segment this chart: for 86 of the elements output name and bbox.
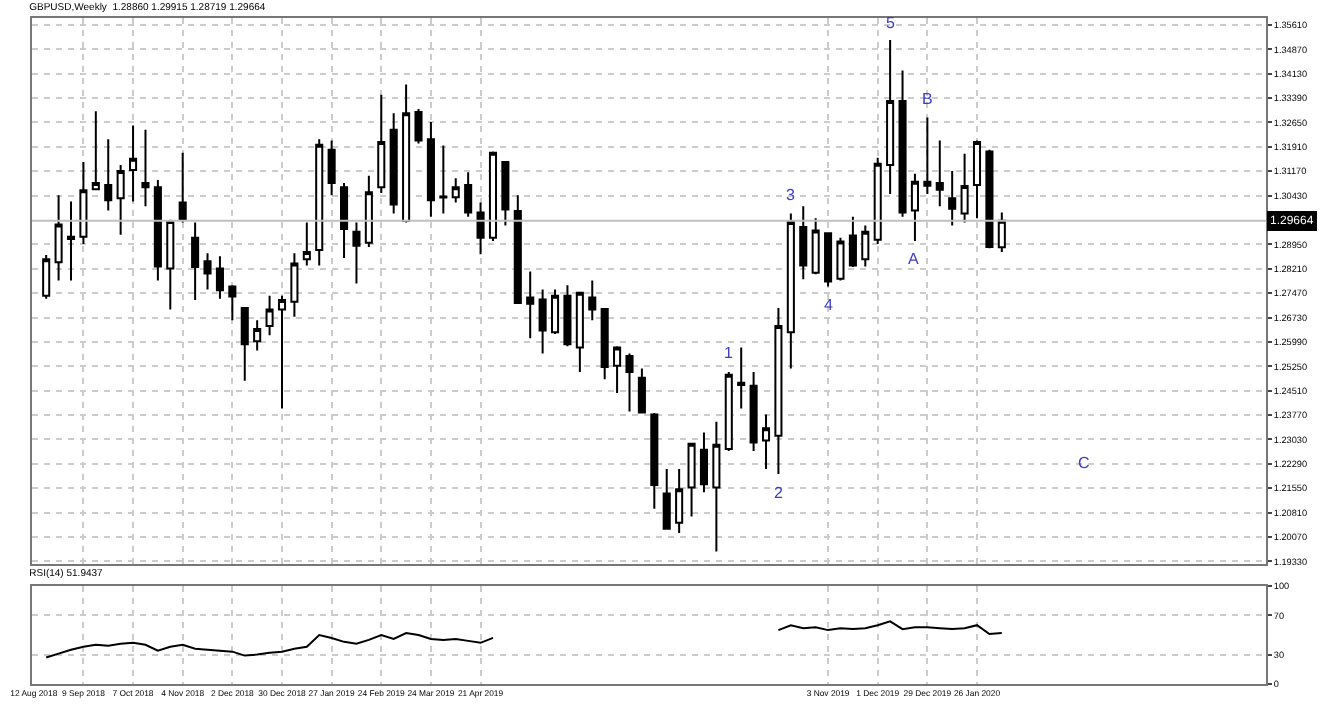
candlestick bbox=[811, 217, 820, 276]
candlestick bbox=[526, 270, 535, 340]
candlestick bbox=[265, 294, 274, 337]
candlestick bbox=[836, 236, 845, 282]
candlestick bbox=[439, 144, 448, 215]
candlestick bbox=[948, 169, 957, 227]
candlestick bbox=[662, 468, 671, 530]
candlestick bbox=[675, 468, 684, 535]
annotation: 2 bbox=[774, 484, 784, 502]
candlestick bbox=[513, 194, 522, 305]
candlestick bbox=[898, 69, 907, 218]
candlestick bbox=[600, 307, 609, 381]
candlestick bbox=[178, 151, 187, 224]
annotation: 3 bbox=[786, 186, 796, 204]
candlestick bbox=[66, 200, 76, 282]
candlestick bbox=[129, 124, 138, 203]
annotation: 5 bbox=[886, 14, 896, 32]
annotation: 1 bbox=[724, 344, 734, 362]
candlestick bbox=[538, 288, 547, 355]
candlestick bbox=[712, 420, 721, 553]
candlestick bbox=[240, 306, 249, 382]
candlestick bbox=[104, 138, 113, 212]
candlestick bbox=[724, 370, 733, 452]
candlestick bbox=[426, 121, 435, 218]
candlestick bbox=[302, 221, 311, 267]
candlestick bbox=[476, 201, 485, 256]
candlestick bbox=[960, 152, 969, 224]
candlestick bbox=[54, 194, 63, 282]
candlestick bbox=[215, 255, 224, 300]
candlestick bbox=[488, 150, 498, 243]
candlestick bbox=[774, 306, 783, 476]
candlestick bbox=[786, 212, 795, 370]
candlestick bbox=[861, 224, 870, 268]
annotation: B bbox=[922, 90, 933, 108]
candlestick bbox=[501, 161, 510, 227]
candlestick bbox=[464, 171, 473, 218]
candlestick bbox=[799, 205, 808, 281]
candlestick bbox=[364, 174, 373, 249]
candlestick bbox=[873, 156, 882, 246]
candlestick bbox=[588, 279, 597, 322]
candlestick bbox=[551, 288, 560, 335]
candlestick bbox=[191, 221, 200, 302]
candlestick bbox=[253, 319, 262, 352]
candlestick bbox=[277, 294, 287, 410]
candlestick bbox=[451, 177, 460, 204]
candlestick bbox=[997, 211, 1006, 253]
annotation: A bbox=[908, 250, 920, 268]
candlestick bbox=[737, 346, 746, 410]
candlestick bbox=[848, 215, 857, 269]
candlestick bbox=[923, 116, 932, 195]
candlestick bbox=[575, 291, 584, 373]
candlestick bbox=[935, 139, 944, 208]
candlestick bbox=[972, 139, 982, 220]
candlestick bbox=[42, 253, 51, 300]
candlestick bbox=[141, 128, 150, 208]
candlestick bbox=[153, 179, 162, 282]
candlestick bbox=[886, 39, 895, 195]
annotation: 4 bbox=[824, 296, 834, 314]
candlestick bbox=[377, 93, 386, 194]
candlestick bbox=[761, 413, 771, 471]
candlestick bbox=[91, 110, 100, 192]
candlestick bbox=[625, 352, 634, 413]
candlestick bbox=[414, 107, 423, 145]
candlestick bbox=[613, 345, 622, 394]
candlestick bbox=[315, 138, 324, 267]
candlestick bbox=[203, 252, 212, 291]
candlestick bbox=[637, 367, 646, 415]
candlestick bbox=[327, 139, 336, 197]
candlestick bbox=[985, 148, 994, 250]
candlestick bbox=[340, 182, 349, 259]
candlestick bbox=[749, 370, 758, 452]
candlestick bbox=[910, 172, 919, 243]
candlestick bbox=[290, 252, 299, 318]
candlestick bbox=[389, 112, 398, 215]
candlestick bbox=[402, 83, 411, 222]
candlestick bbox=[563, 284, 572, 348]
candlestick bbox=[116, 163, 125, 236]
candlestick bbox=[687, 442, 696, 518]
candlestick bbox=[650, 412, 659, 510]
candlestick bbox=[228, 284, 237, 322]
annotation: C bbox=[1078, 454, 1090, 472]
candlestick bbox=[79, 161, 88, 246]
candlestick bbox=[352, 221, 361, 285]
candlestick bbox=[166, 219, 175, 311]
candlestick bbox=[824, 232, 833, 288]
candlestick bbox=[699, 431, 708, 494]
